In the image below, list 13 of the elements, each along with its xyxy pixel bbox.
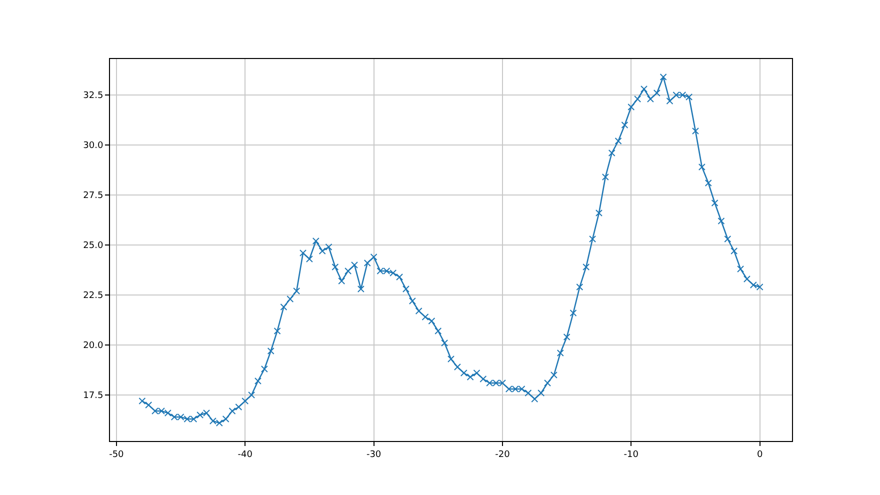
y-tick-label: 30.0 <box>83 141 104 152</box>
x-tick-label: 0 <box>756 450 763 460</box>
y-tick-label: 20.0 <box>83 341 104 352</box>
x-tick-label: -50 <box>109 450 124 460</box>
y-tick-label: 22.5 <box>83 291 104 302</box>
x-tick-label: -10 <box>624 450 639 460</box>
y-tick-label: 25.0 <box>83 241 104 252</box>
y-tick-label: 32.5 <box>83 91 104 102</box>
y-tick-label: 27.5 <box>83 191 104 202</box>
x-tick-label: -40 <box>238 450 253 460</box>
x-tick-label: -20 <box>495 450 510 460</box>
y-tick-label: 17.5 <box>83 391 104 402</box>
x-tick-label: -30 <box>366 450 382 460</box>
